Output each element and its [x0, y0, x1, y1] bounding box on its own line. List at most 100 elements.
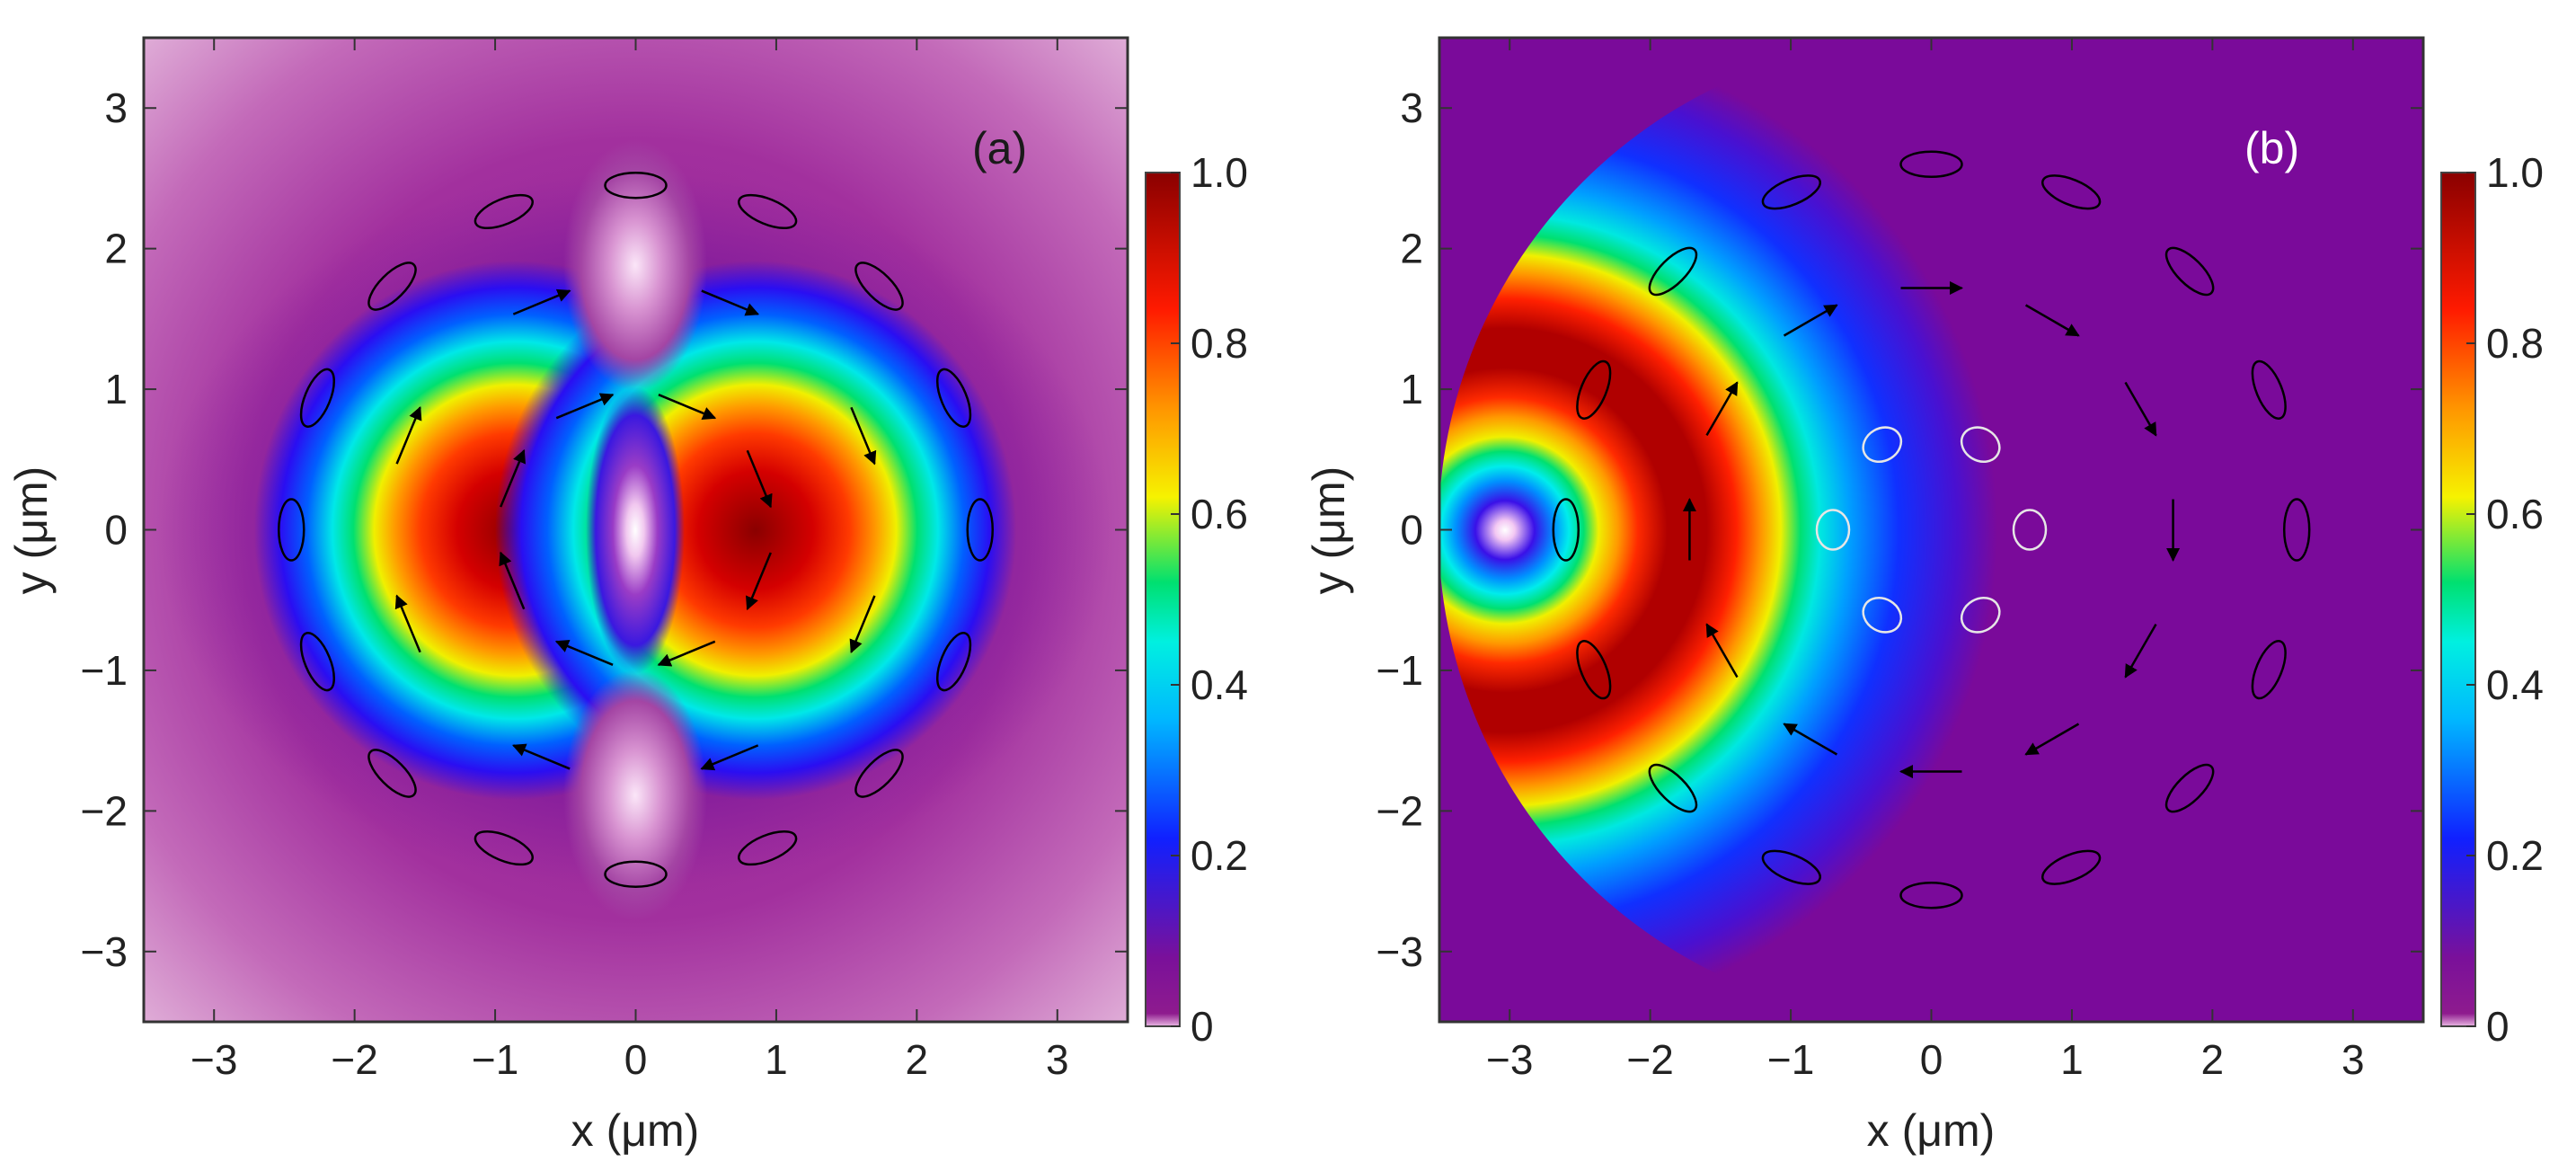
x-tick-label: 0: [624, 1036, 648, 1083]
y-tick-label: −2: [81, 787, 128, 834]
x-axis-title-a: x (μm): [571, 1105, 700, 1156]
polarization-arrow: [1705, 623, 1739, 679]
polarization-ellipse: [1960, 426, 2001, 463]
polarization-overlay-b: [1552, 150, 2311, 909]
colorbar-tick-label: 0.2: [2486, 832, 2544, 879]
polarization-arrow: [2024, 304, 2080, 337]
polarization-ellipse: [1815, 509, 1851, 551]
polarization-overlay-a: [278, 172, 994, 888]
y-axis-title-b: y (μm): [1304, 466, 1354, 595]
polarization-ellipse: [1648, 763, 1698, 813]
colorbar-tick-label: 1.0: [2486, 149, 2544, 196]
polarization-ellipse: [1576, 359, 1612, 420]
polarization-arrow: [394, 594, 421, 653]
y-tick-label: −1: [81, 647, 128, 694]
polarization-ellipse: [2251, 640, 2287, 700]
polarization-arrow: [700, 744, 759, 771]
colorbar-tick-label: 0: [1191, 1003, 1214, 1050]
x-tick-label: −2: [1626, 1036, 1673, 1083]
polarization-ellipse: [2251, 359, 2287, 420]
polarization-ellipse: [367, 262, 417, 311]
polarization-ellipse: [1761, 849, 1821, 885]
polarization-ellipse: [2164, 763, 2215, 813]
x-tick-label: −3: [1486, 1036, 1533, 1083]
y-axis-b: −3 −2 −1 0 1 2 3: [1377, 84, 2423, 975]
colorbar-ticks-a: 1.0 0.8 0.6 0.4 0.2 0: [1171, 149, 1248, 1050]
y-tick-label: 1: [104, 366, 128, 413]
x-tick-label: 3: [1046, 1036, 1069, 1083]
heatmap-b: [1439, 38, 2423, 1022]
polarization-arrow: [746, 552, 772, 611]
panel-label-a: (a): [972, 123, 1027, 173]
colorbar-tick-label: 0.8: [1191, 320, 1248, 367]
polarization-ellipse: [604, 860, 668, 888]
panel-label-b: (b): [2244, 123, 2299, 173]
polarization-ellipse: [2041, 849, 2102, 885]
polarization-ellipse: [2012, 509, 2048, 551]
polarization-ellipse: [367, 749, 417, 798]
y-axis-a: −3 −2 −1 0 1 2 3: [81, 84, 1128, 975]
polarization-arrow: [554, 640, 614, 666]
y-tick-label: −3: [81, 928, 128, 975]
y-tick-label: 3: [1400, 84, 1423, 131]
polarization-arrow: [1783, 723, 1838, 756]
polarization-arrow: [849, 595, 876, 654]
polarization-ellipse: [738, 829, 798, 866]
polarization-ellipse: [474, 193, 534, 230]
polarization-ellipse: [935, 632, 972, 692]
polarization-arrow: [395, 405, 422, 465]
polarization-ellipse: [2041, 174, 2102, 210]
x-tick-label: −1: [1767, 1036, 1814, 1083]
polarization-arrow: [555, 393, 615, 420]
polarization-ellipse: [278, 498, 305, 562]
x-axis-title-b: x (μm): [1867, 1105, 1996, 1156]
polarization-ellipse: [854, 262, 904, 311]
x-tick-label: 0: [1920, 1036, 1943, 1083]
polarization-ellipse: [738, 193, 798, 230]
polarization-arrow: [2024, 723, 2080, 756]
colorbar-tick-label: 0.6: [2486, 491, 2544, 537]
x-tick-label: 1: [2060, 1036, 2084, 1083]
colorbar-tick-label: 1.0: [1191, 149, 1248, 196]
x-tick-label: 2: [2201, 1036, 2225, 1083]
polarization-ellipse: [1862, 597, 1903, 634]
polarization-ellipse: [1862, 426, 1903, 463]
polarization-ellipse: [2282, 498, 2311, 562]
polarization-ellipse: [2164, 246, 2215, 297]
polarization-ellipse: [299, 368, 336, 428]
x-tick-label: −2: [331, 1036, 377, 1083]
polarization-arrow: [657, 640, 716, 667]
colorbar-tick-label: 0.4: [2486, 661, 2544, 708]
x-tick-label: −1: [472, 1036, 518, 1083]
polarization-ellipse: [935, 368, 972, 428]
x-tick-label: 1: [765, 1036, 788, 1083]
colorbar-tick-label: 0.8: [2486, 320, 2544, 367]
y-tick-label: −1: [1377, 647, 1423, 694]
polarization-arrow: [2124, 623, 2157, 679]
polarization-ellipse: [299, 632, 336, 692]
y-tick-label: 3: [104, 84, 128, 131]
y-tick-label: 2: [104, 226, 128, 272]
polarization-ellipse: [854, 749, 904, 798]
colorbar-tick-label: 0.4: [1191, 661, 1248, 708]
polarization-ellipse: [1899, 881, 1963, 909]
polarization-arrow: [500, 448, 526, 508]
colorbar-ticks-b: 1.0 0.8 0.6 0.4 0.2 0: [2466, 149, 2544, 1050]
colorbar-tick-label: 0.2: [1191, 832, 1248, 879]
polarization-ellipse: [1899, 150, 1963, 179]
polarization-ellipse: [1960, 597, 2001, 634]
polarization-arrow: [658, 394, 717, 420]
polarization-arrow: [1705, 381, 1739, 437]
x-axis-a: −3 −2 −1 0 1 2 3: [190, 38, 1069, 1083]
polarization-arrow: [746, 449, 773, 509]
x-tick-label: −3: [190, 1036, 237, 1083]
colorbar-tick-label: 0: [2486, 1003, 2510, 1050]
y-tick-label: 0: [104, 507, 128, 554]
colorbar-b: 1.0 0.8 0.6 0.4 0.2 0: [2440, 149, 2544, 1050]
polarization-ellipse: [1552, 498, 1580, 562]
x-axis-b: −3 −2 −1 0 1 2 3: [1486, 38, 2365, 1083]
colorbar-tick-label: 0.6: [1191, 491, 1248, 537]
polarization-arrow: [499, 551, 526, 610]
heatmap-a: [144, 38, 1128, 1022]
